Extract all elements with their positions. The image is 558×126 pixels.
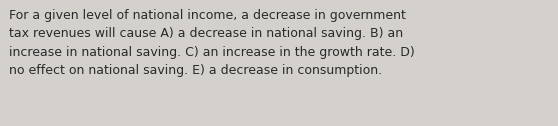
- Text: For a given level of national income, a decrease in government
tax revenues will: For a given level of national income, a …: [9, 9, 415, 77]
